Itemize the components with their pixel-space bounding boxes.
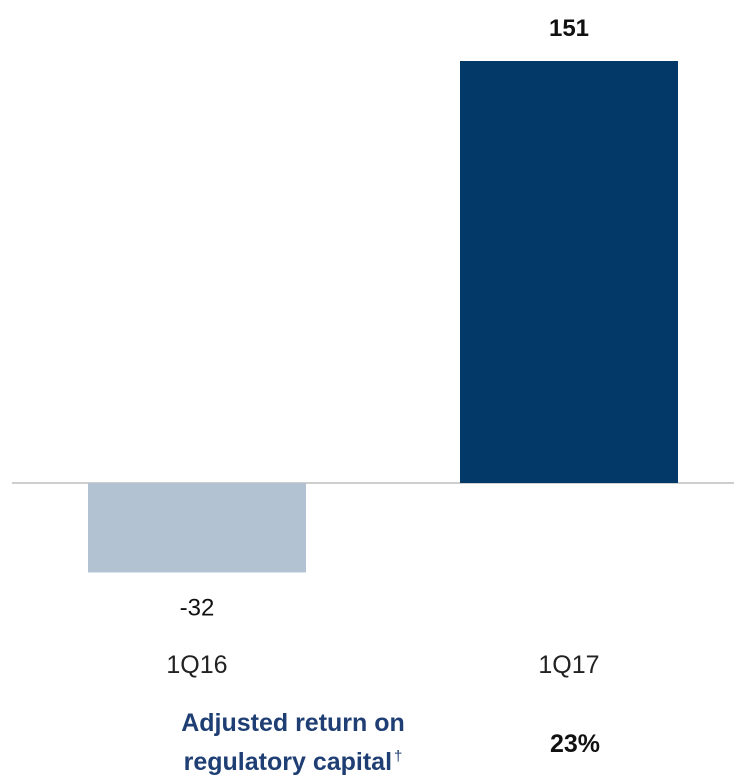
data-label-1q17: 151: [549, 15, 589, 42]
bar-1q17: [460, 61, 678, 483]
data-label-1q16: -32: [180, 594, 215, 621]
metric-label-line1: Adjusted return on: [181, 709, 405, 737]
category-label-1q16: 1Q16: [166, 651, 227, 679]
bar-1q16: [88, 483, 306, 573]
metric-value: 23%: [549, 730, 601, 758]
category-label-1q17: 1Q17: [538, 651, 599, 679]
footnote-marker: †: [394, 748, 403, 765]
bar-chart: -32 151 1Q16 1Q17: [12, 15, 734, 679]
metric-label-line2: regulatory capital: [183, 748, 393, 776]
metric-label: Adjusted return on regulatory capital †: [118, 706, 468, 779]
